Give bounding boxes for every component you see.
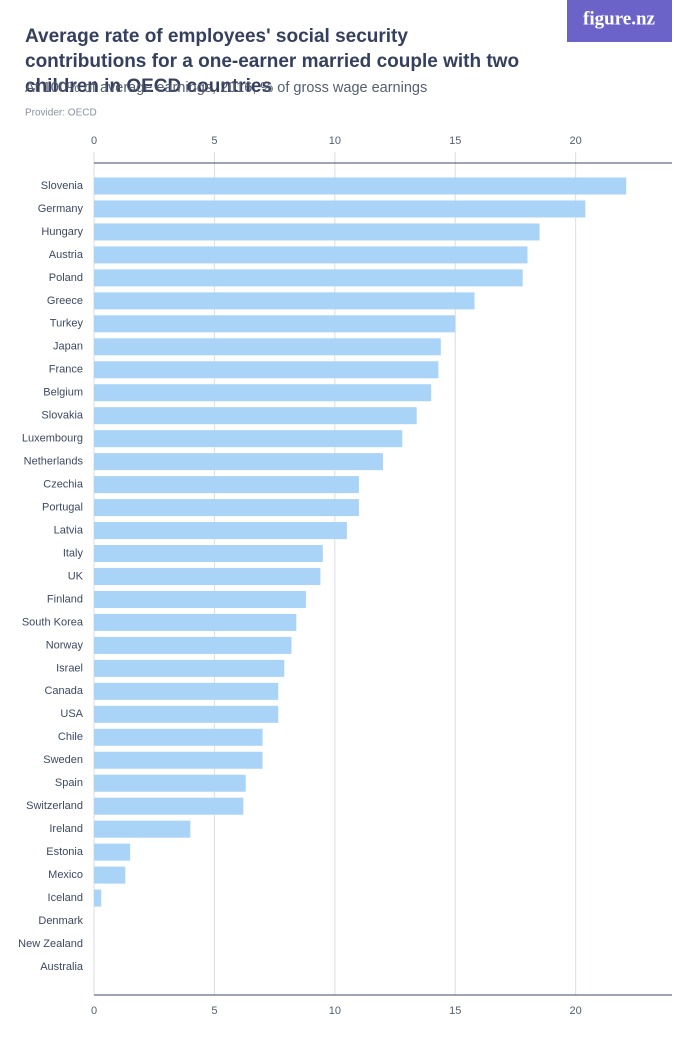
x-tick-label-top: 0 — [91, 135, 97, 147]
y-tick-label: Italy — [63, 547, 84, 559]
bar — [94, 567, 321, 585]
y-tick-label: Slovenia — [41, 180, 84, 192]
x-tick-label-top: 15 — [449, 135, 461, 147]
bar — [94, 384, 432, 402]
y-tick-label: Japan — [53, 341, 83, 353]
y-tick-label: Greece — [47, 295, 83, 307]
bar — [94, 751, 263, 769]
y-tick-label: Poland — [49, 272, 83, 284]
bar — [94, 636, 292, 654]
y-tick-label: Ireland — [49, 823, 83, 835]
logo-box — [567, 0, 672, 42]
y-tick-label: Iceland — [48, 892, 83, 904]
y-tick-label: Belgium — [43, 387, 83, 399]
y-tick-label: Israel — [56, 662, 83, 674]
bar — [94, 177, 627, 195]
y-tick-label: Netherlands — [24, 456, 84, 468]
bar — [94, 430, 403, 448]
bar — [94, 728, 263, 746]
y-tick-label: Chile — [58, 731, 83, 743]
bar — [94, 223, 540, 241]
bar — [94, 269, 523, 287]
y-tick-label: South Korea — [22, 616, 84, 628]
y-tick-label: USA — [60, 708, 83, 720]
y-tick-label: Norway — [46, 639, 84, 651]
bar — [94, 797, 244, 815]
x-tick-label-top: 20 — [570, 135, 582, 147]
logo: figure.nz — [583, 8, 656, 29]
subtitle: At 100% of average earnings, 2016, % of … — [25, 80, 427, 96]
bar — [94, 292, 475, 310]
y-tick-label: Turkey — [50, 318, 84, 330]
bar — [94, 338, 441, 356]
bar — [94, 889, 102, 907]
bar — [94, 522, 347, 540]
y-tick-label: Spain — [55, 777, 83, 789]
bar — [94, 499, 359, 517]
x-tick-label-top: 5 — [211, 135, 217, 147]
x-tick-label-bottom: 10 — [329, 1005, 341, 1017]
bar — [94, 407, 417, 425]
bar — [94, 659, 285, 677]
y-tick-label: UK — [68, 570, 84, 582]
bar — [94, 613, 297, 631]
bar — [94, 682, 279, 700]
y-tick-label: Czechia — [43, 479, 84, 491]
x-tick-label-top: 10 — [329, 135, 341, 147]
bar — [94, 590, 306, 608]
y-tick-label: Hungary — [41, 226, 83, 238]
bar — [94, 774, 246, 792]
bar — [94, 705, 279, 723]
bar — [94, 545, 323, 563]
x-tick-label-bottom: 15 — [449, 1005, 461, 1017]
x-tick-label-bottom: 20 — [570, 1005, 582, 1017]
y-tick-label: Canada — [44, 685, 83, 697]
bar — [94, 246, 528, 264]
y-tick-label: Austria — [49, 249, 84, 261]
y-tick-label: Switzerland — [26, 800, 83, 812]
source: Provider: OECD — [25, 108, 97, 119]
y-tick-label: Luxembourg — [22, 433, 83, 445]
bar — [94, 476, 359, 494]
y-tick-label: Denmark — [38, 915, 83, 927]
bar — [94, 843, 131, 861]
chart-title: Average rate of employees' social securi… — [25, 26, 519, 97]
y-tick-label: France — [49, 364, 83, 376]
bar — [94, 200, 586, 218]
y-tick-label: Sweden — [43, 754, 83, 766]
y-tick-label: Slovakia — [41, 410, 83, 422]
bar — [94, 866, 126, 884]
y-tick-label: Latvia — [54, 524, 84, 536]
y-tick-label: Finland — [47, 593, 83, 605]
y-tick-label: Mexico — [48, 869, 83, 881]
y-tick-label: Australia — [40, 961, 84, 973]
bar — [94, 820, 191, 838]
x-tick-label-bottom: 0 — [91, 1005, 97, 1017]
x-tick-label-bottom: 5 — [211, 1005, 217, 1017]
bar — [94, 315, 456, 333]
bar — [94, 361, 439, 379]
y-tick-label: Estonia — [46, 846, 84, 858]
bar — [94, 453, 383, 471]
y-tick-label: Germany — [38, 203, 84, 215]
y-tick-label: New Zealand — [18, 938, 83, 950]
y-tick-label: Portugal — [42, 501, 83, 513]
